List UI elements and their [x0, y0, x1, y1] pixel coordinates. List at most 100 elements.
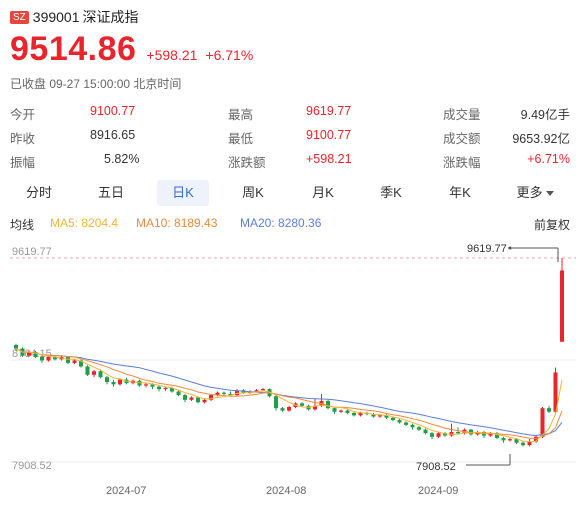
candle-body: [104, 377, 110, 382]
high-marker-label: 9619.77: [467, 243, 507, 255]
candle-body: [202, 399, 207, 403]
tab-monthly-k[interactable]: 月K: [312, 185, 334, 200]
candle-body: [26, 351, 32, 356]
stock-header: SZ 399001 深证成指: [10, 8, 139, 26]
stat-value: 8916.65: [90, 128, 136, 142]
tab-quarterly-k[interactable]: 季K: [380, 185, 402, 200]
stats-row: 今开 9100.77 最高 9619.77 成交量 9.49亿手: [10, 100, 576, 124]
x-tick-label: 2024-09: [418, 485, 458, 497]
candle-body: [559, 270, 565, 342]
candle-body: [189, 397, 194, 400]
candle-body: [254, 390, 259, 392]
candle-body: [533, 436, 539, 442]
candle-body: [91, 371, 97, 375]
candle-body: [98, 371, 103, 378]
candle-body: [163, 387, 168, 390]
candle-body: [117, 379, 123, 385]
candle-body: [286, 406, 292, 411]
candle-body: [234, 390, 240, 396]
chevron-down-icon: [545, 191, 554, 197]
candle-body: [403, 422, 409, 425]
x-tick-label: 2024-08: [266, 485, 306, 497]
stat-label: 成交额: [443, 132, 481, 146]
candle-body: [371, 414, 376, 417]
indicator-label[interactable]: 均线: [10, 218, 35, 232]
candle-body: [312, 405, 318, 410]
candle-body: [442, 433, 448, 436]
candle-body: [221, 392, 227, 394]
candle-body: [507, 439, 513, 441]
market-status: 已收盘 09-27 15:00:00 北京时间: [10, 77, 182, 91]
candle-body: [494, 433, 500, 438]
tab-more-label: 更多: [516, 185, 543, 200]
stat-label: 成交量: [443, 108, 481, 122]
candle-body: [46, 356, 51, 361]
stat-value: 9100.77: [306, 128, 352, 142]
stock-code: 399001: [32, 9, 80, 25]
tab-more[interactable]: 更多: [500, 180, 570, 206]
tab-five-day[interactable]: 五日: [97, 185, 124, 200]
stat-label: 今开: [10, 108, 36, 122]
tab-weekly-k[interactable]: 周K: [242, 185, 264, 200]
candle-body: [208, 395, 214, 400]
candle-body: [273, 396, 279, 409]
y-tick-label: 7908.52: [12, 460, 52, 472]
candle-body: [416, 427, 422, 430]
candle-body: [260, 389, 266, 391]
candle-body: [540, 408, 545, 437]
candle-body: [325, 401, 331, 409]
candle-body: [111, 381, 116, 385]
candle-body: [390, 417, 396, 421]
stat-label: 涨跌幅: [443, 156, 481, 170]
stat-label: 振幅: [10, 156, 36, 170]
candle-body: [280, 408, 285, 411]
stat-value: +6.71%: [527, 152, 570, 166]
period-tabs: 分时 五日 日K 周K 月K 季K 年K 更多: [10, 180, 576, 208]
candle-body: [514, 439, 519, 443]
candle-body: [182, 395, 188, 400]
price-change-percent: +6.71%: [205, 47, 254, 63]
ma5-line: [15, 348, 563, 443]
candle-body: [436, 433, 441, 437]
indicator-row: 均线 MA5: 8204.4 MA10: 8189.43 MA20: 8280.…: [10, 216, 576, 232]
candle-body: [429, 433, 435, 437]
candle-body: [195, 397, 201, 403]
adjust-type-button[interactable]: 前复权: [533, 218, 570, 232]
stat-value: 5.82%: [104, 152, 140, 166]
candle-body: [78, 360, 84, 367]
candle-body: [85, 366, 90, 375]
stats-table: 今开 9100.77 最高 9619.77 成交量 9.49亿手 昨收 8916…: [10, 100, 576, 172]
candles-group: [13, 257, 565, 447]
candle-body: [65, 356, 71, 363]
candle-body: [527, 441, 532, 446]
current-price: 9514.86: [10, 30, 137, 68]
stat-label: 最高: [228, 108, 254, 122]
quote-row: 9514.86 +598.21 +6.71%: [10, 30, 253, 70]
candle-body: [488, 433, 493, 436]
candle-body: [410, 424, 415, 428]
stats-row: 振幅 5.82% 涨跌额 +598.21 涨跌幅 +6.71%: [10, 148, 576, 172]
stat-value: 9100.77: [90, 104, 136, 118]
candle-body: [520, 442, 526, 446]
candle-body: [384, 415, 389, 418]
stat-label: 涨跌额: [228, 156, 266, 170]
tab-intraday[interactable]: 分时: [25, 185, 52, 200]
candle-body: [397, 420, 402, 423]
stat-label: 最低: [228, 132, 254, 146]
market-badge: SZ: [10, 10, 29, 24]
tab-daily-k[interactable]: 日K: [157, 180, 209, 206]
candle-body: [156, 386, 162, 390]
high-marker: 9619.77: [467, 243, 559, 262]
stat-value: 9619.77: [306, 104, 352, 118]
price-change: +598.21: [146, 47, 198, 63]
kline-chart[interactable]: 9619.77 8764.15 7908.52 9619.77 7908.52 …: [0, 236, 585, 510]
stock-name: 深证成指: [82, 9, 139, 25]
candle-body: [546, 408, 552, 412]
stats-row: 昨收 8916.65 最低 9100.77 成交额 9653.92亿: [10, 124, 576, 148]
candle-body: [351, 412, 357, 416]
tab-yearly-k[interactable]: 年K: [449, 185, 471, 200]
ma10-value: MA10: 8189.43: [136, 216, 218, 230]
y-tick-label: 9619.77: [12, 246, 52, 258]
candle-body: [332, 408, 337, 412]
candle-body: [52, 356, 58, 360]
